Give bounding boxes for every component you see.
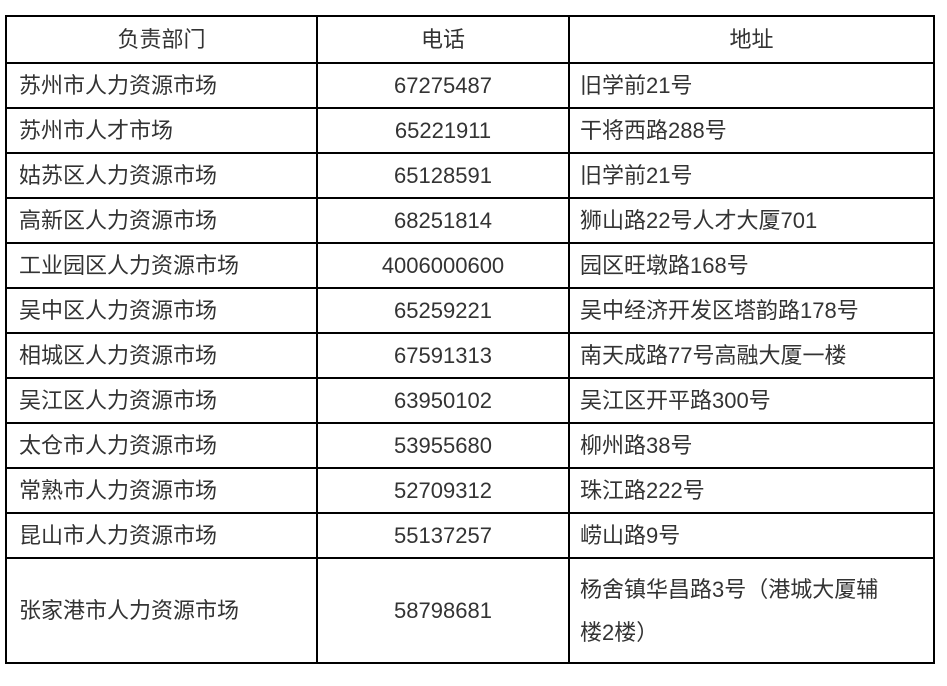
phone-cell: 67275487 [316, 62, 570, 109]
address-cell: 崂山路9号 [568, 512, 935, 559]
table-row: 吴中区人力资源市场 65259221 吴中经济开发区塔韵路178号 [5, 287, 935, 334]
table-row: 工业园区人力资源市场 4006000600 园区旺墩路168号 [5, 242, 935, 289]
address-cell: 吴中经济开发区塔韵路178号 [568, 287, 935, 334]
department-cell: 常熟市人力资源市场 [5, 467, 318, 514]
hr-market-contacts-table: 负责部门 电话 地址 苏州市人力资源市场 67275487 旧学前21号 苏州市… [5, 15, 935, 664]
phone-cell: 65259221 [316, 287, 570, 334]
phone-cell: 4006000600 [316, 242, 570, 289]
address-cell: 杨舍镇华昌路3号（港城大厦辅楼2楼） [568, 557, 935, 664]
department-cell: 昆山市人力资源市场 [5, 512, 318, 559]
phone-cell: 55137257 [316, 512, 570, 559]
table-row: 姑苏区人力资源市场 65128591 旧学前21号 [5, 152, 935, 199]
department-cell: 苏州市人才市场 [5, 107, 318, 154]
header-department: 负责部门 [5, 15, 318, 64]
address-cell: 园区旺墩路168号 [568, 242, 935, 289]
phone-cell: 65128591 [316, 152, 570, 199]
phone-cell: 53955680 [316, 422, 570, 469]
table-row: 常熟市人力资源市场 52709312 珠江路222号 [5, 467, 935, 514]
department-cell: 张家港市人力资源市场 [5, 557, 318, 664]
table-row: 张家港市人力资源市场 58798681 杨舍镇华昌路3号（港城大厦辅楼2楼） [5, 557, 935, 664]
table-row: 吴江区人力资源市场 63950102 吴江区开平路300号 [5, 377, 935, 424]
phone-cell: 52709312 [316, 467, 570, 514]
table-row: 苏州市人力资源市场 67275487 旧学前21号 [5, 62, 935, 109]
department-cell: 苏州市人力资源市场 [5, 62, 318, 109]
department-cell: 工业园区人力资源市场 [5, 242, 318, 289]
department-cell: 高新区人力资源市场 [5, 197, 318, 244]
phone-cell: 63950102 [316, 377, 570, 424]
department-cell: 吴中区人力资源市场 [5, 287, 318, 334]
address-cell: 南天成路77号高融大厦一楼 [568, 332, 935, 379]
table-row: 昆山市人力资源市场 55137257 崂山路9号 [5, 512, 935, 559]
address-cell: 干将西路288号 [568, 107, 935, 154]
phone-cell: 67591313 [316, 332, 570, 379]
department-cell: 姑苏区人力资源市场 [5, 152, 318, 199]
phone-cell: 65221911 [316, 107, 570, 154]
header-row: 负责部门 电话 地址 [5, 15, 935, 64]
department-cell: 吴江区人力资源市场 [5, 377, 318, 424]
table-row: 苏州市人才市场 65221911 干将西路288号 [5, 107, 935, 154]
department-cell: 相城区人力资源市场 [5, 332, 318, 379]
header-phone: 电话 [316, 15, 570, 64]
table-row: 高新区人力资源市场 68251814 狮山路22号人才大厦701 [5, 197, 935, 244]
address-cell: 旧学前21号 [568, 62, 935, 109]
address-cell: 吴江区开平路300号 [568, 377, 935, 424]
address-cell: 狮山路22号人才大厦701 [568, 197, 935, 244]
table-row: 相城区人力资源市场 67591313 南天成路77号高融大厦一楼 [5, 332, 935, 379]
address-cell: 珠江路222号 [568, 467, 935, 514]
phone-cell: 68251814 [316, 197, 570, 244]
address-cell: 柳州路38号 [568, 422, 935, 469]
header-address: 地址 [568, 15, 935, 64]
address-cell: 旧学前21号 [568, 152, 935, 199]
department-cell: 太仓市人力资源市场 [5, 422, 318, 469]
table-body: 苏州市人力资源市场 67275487 旧学前21号 苏州市人才市场 652219… [5, 62, 935, 664]
table-row: 太仓市人力资源市场 53955680 柳州路38号 [5, 422, 935, 469]
phone-cell: 58798681 [316, 557, 570, 664]
